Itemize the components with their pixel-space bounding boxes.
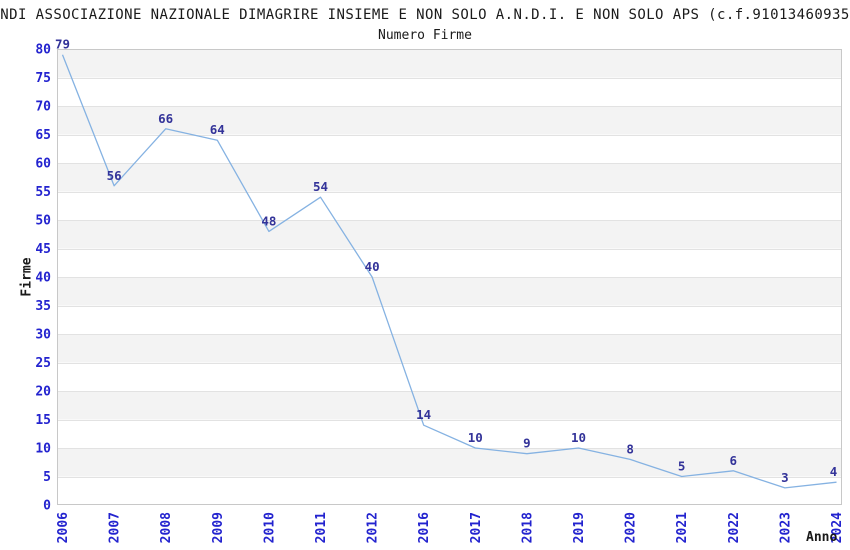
x-tick-label: 2012 [366,512,381,543]
y-tick-label: 80 [35,43,51,58]
point-label: 40 [365,259,380,274]
y-tick-label: 15 [35,413,51,428]
plot-band [57,49,842,78]
y-tick-label: 70 [35,100,51,115]
y-tick-label: 75 [35,71,51,86]
y-tick-label: 5 [43,470,51,485]
y-tick-label: 0 [43,499,51,514]
x-tick-label: 2009 [211,512,226,543]
y-tick-label: 65 [35,128,51,143]
x-tick-label: 2011 [314,512,329,543]
point-label: 5 [678,459,686,474]
series-line [61,54,837,489]
plot-band [57,448,842,477]
plot-band [57,106,842,135]
y-tick-label: 60 [35,157,51,172]
y-tick-label: 55 [35,185,51,200]
x-tick-label: 2007 [108,512,123,543]
x-tick-label: 2018 [520,512,535,543]
point-label: 56 [107,168,122,183]
y-tick-label: 50 [35,214,51,229]
plot-band [57,163,842,192]
point-label: 66 [158,111,173,126]
y-tick-label: 40 [35,271,51,286]
x-tick-label: 2008 [159,512,174,543]
x-tick-label: 2024 [830,512,845,543]
point-label: 48 [261,213,276,228]
chart-title: Numero Firme [378,28,472,43]
point-label: 10 [571,430,586,445]
plot-band [57,334,842,363]
x-tick-label: 2016 [417,512,432,543]
y-tick-label: 35 [35,299,51,314]
point-label: 54 [313,179,328,194]
plot-band [57,220,842,249]
x-tick-label: 2023 [778,512,793,543]
y-tick-label: 30 [35,328,51,343]
point-label: 14 [416,407,431,422]
y-tick-label: 20 [35,385,51,400]
x-tick-label: 2019 [572,512,587,543]
point-label: 6 [730,453,738,468]
plot-band [57,277,842,306]
page-title: ANDI ASSOCIAZIONE NAZIONALE DIMAGRIRE IN… [0,7,850,23]
point-label: 4 [830,464,838,479]
x-axis-label: Anno [806,530,838,545]
point-label: 79 [55,37,70,52]
x-tick-label: 2022 [727,512,742,543]
x-tick-label: 2010 [262,512,277,543]
x-tick-label: 2017 [469,512,484,543]
y-tick-label: 25 [35,356,51,371]
x-tick-label: 2006 [56,512,71,543]
x-tick-label: 2020 [624,512,639,543]
x-tick-label: 2021 [675,512,690,543]
plot-border [57,49,842,505]
y-tick-label: 45 [35,242,51,257]
point-label: 8 [626,441,634,456]
plot-band [57,391,842,420]
point-label: 3 [781,470,789,485]
point-label: 64 [210,122,225,137]
point-label: 10 [468,430,483,445]
y-axis-label: Firme [19,257,35,297]
y-tick-label: 10 [35,442,51,457]
point-label: 9 [523,436,531,451]
